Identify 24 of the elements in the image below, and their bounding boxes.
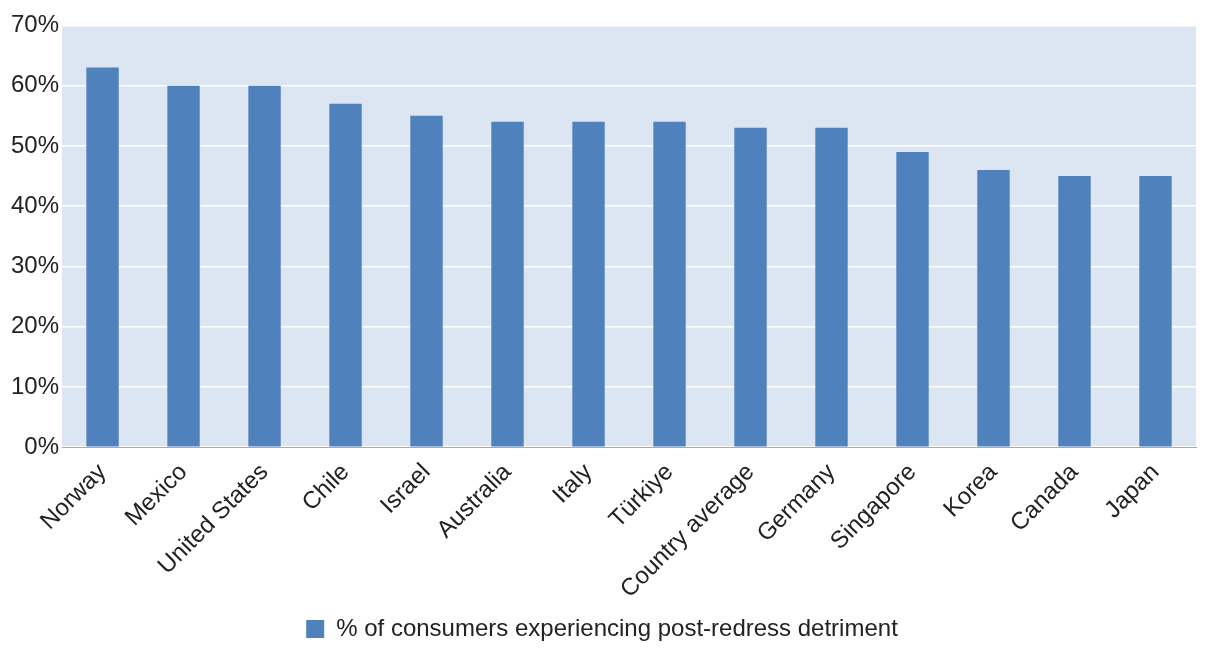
bar — [491, 121, 524, 447]
y-tick-label: 60% — [10, 70, 60, 98]
bar — [167, 85, 200, 447]
legend-label: % of consumers experiencing post-redress detriment — [336, 613, 899, 641]
bar — [572, 121, 605, 447]
bar — [896, 151, 929, 447]
y-tick-label: 30% — [10, 251, 60, 279]
bar — [977, 170, 1010, 447]
bar — [815, 127, 848, 447]
y-tick-label: 40% — [10, 190, 60, 218]
bar — [1058, 176, 1091, 447]
bar — [329, 103, 362, 447]
bar — [86, 67, 119, 447]
bar — [410, 115, 443, 447]
bar — [734, 127, 767, 447]
bar — [653, 121, 686, 447]
y-tick-label: 10% — [10, 371, 60, 399]
y-tick-label: 0% — [24, 431, 60, 459]
y-tick-label: 20% — [10, 311, 60, 339]
y-tick-label: 50% — [10, 130, 60, 158]
y-tick-label: 70% — [10, 10, 60, 38]
bar — [248, 85, 281, 447]
x-tick-label: Italy — [546, 457, 597, 508]
bar — [1139, 176, 1172, 447]
